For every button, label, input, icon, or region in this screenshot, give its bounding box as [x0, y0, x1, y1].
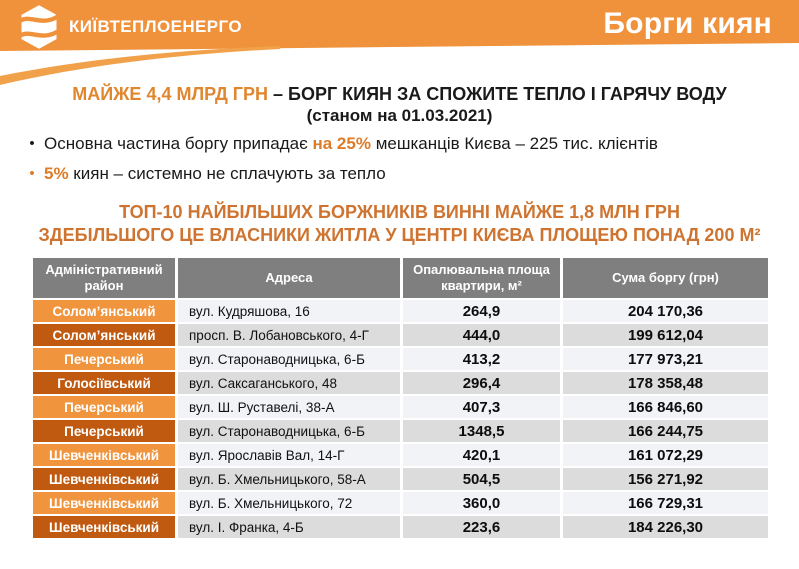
date-note: (станом на 01.03.2021)	[306, 106, 493, 125]
district-cell: Печерський	[33, 348, 175, 370]
main-headline: МАЙЖЕ 4,4 МЛРД ГРН – БОРГ КИЯН ЗА СПОЖИТ…	[0, 83, 799, 106]
headline-rest: – БОРГ КИЯН ЗА СПОЖИТЕ ТЕПЛО І ГАРЯЧУ ВО…	[268, 84, 727, 104]
district-cell: Шевченківський	[33, 444, 175, 466]
brand-name: КИЇВТЕПЛОЕНЕРГО	[69, 17, 242, 36]
area-cell: 296,4	[403, 372, 560, 394]
area-cell: 420,1	[403, 444, 560, 466]
debt-cell: 178 358,48	[563, 372, 768, 394]
bullet-text-highlight: на 25%	[312, 134, 371, 153]
bullet-text-pre: Основна частина боргу припадає	[44, 134, 313, 153]
debt-cell: 199 612,04	[563, 324, 768, 346]
area-cell: 360,0	[403, 492, 560, 514]
debt-cell: 156 271,92	[563, 468, 768, 490]
column-header-address: Адреса	[178, 258, 400, 298]
district-cell: Печерський	[33, 420, 175, 442]
debt-cell: 184 226,30	[563, 516, 768, 538]
debt-cell: 177 973,21	[563, 348, 768, 370]
bullet-marker: •	[29, 135, 35, 152]
area-cell: 444,0	[403, 324, 560, 346]
bullet-list: • Основна частина боргу припадає на 25% …	[20, 133, 783, 193]
bullet-text-post: киян – системно не сплачують за тепло	[68, 164, 386, 184]
area-cell: 407,3	[403, 396, 560, 418]
debt-cell: 161 072,29	[563, 444, 768, 466]
district-cell: Шевченківський	[33, 516, 175, 538]
column-header-district: Адміністративний район	[33, 258, 175, 298]
address-cell: вул. Старонаводницька, 6-Б	[178, 420, 400, 442]
address-cell: вул. Ш. Руставелі, 38-А	[178, 396, 400, 418]
area-cell: 504,5	[403, 468, 560, 490]
column-header-debt: Сума боргу (грн)	[563, 258, 768, 298]
brand-block: КИЇВТЕПЛОЕНЕРГО	[18, 4, 242, 50]
debt-cell: 166 846,60	[563, 396, 768, 418]
address-cell: вул. Б. Хмельницького, 72	[178, 492, 400, 514]
table-title-line1: ТОП-10 НАЙБІЛЬШИХ БОРЖНИКІВ ВИННІ МАЙЖЕ …	[119, 202, 680, 222]
column-header-area: Опалювальна площа квартири, м²	[403, 258, 560, 298]
table-title: ТОП-10 НАЙБІЛЬШИХ БОРЖНИКІВ ВИННІ МАЙЖЕ …	[0, 201, 799, 248]
bullet-text-highlight: 5%	[44, 164, 69, 184]
bullet-text: 5% киян – системно не сплачують за тепло	[44, 163, 386, 185]
debt-cell: 166 244,75	[563, 420, 768, 442]
area-cell: 1348,5	[403, 420, 560, 442]
district-cell: Печерський	[33, 396, 175, 418]
address-cell: вул. Старонаводницька, 6-Б	[178, 348, 400, 370]
area-cell: 223,6	[403, 516, 560, 538]
address-cell: вул. Кудряшова, 16	[178, 300, 400, 322]
table-title-line2: ЗДЕБІЛЬШОГО ЦЕ ВЛАСНИКИ ЖИТЛА У ЦЕНТРІ К…	[38, 225, 761, 246]
area-cell: 264,9	[403, 300, 560, 322]
bullet-item: • 5% киян – системно не сплачують за теп…	[20, 163, 783, 185]
bullet-text: Основна частина боргу припадає на 25% ме…	[44, 133, 658, 155]
district-cell: Шевченківський	[33, 468, 175, 490]
debtors-table: Адміністративний район Адреса Опалювальн…	[33, 258, 768, 538]
kyivteploenergo-waves-icon	[21, 5, 57, 49]
area-cell: 413,2	[403, 348, 560, 370]
address-cell: вул. Ярославів Вал, 14-Г	[178, 444, 400, 466]
debt-cell: 204 170,36	[563, 300, 768, 322]
address-cell: вул. Б. Хмельницького, 58-А	[178, 468, 400, 490]
headline-highlight: МАЙЖЕ 4,4 МЛРД ГРН	[72, 84, 268, 104]
district-cell: Солом’янський	[33, 300, 175, 322]
bullet-text-post: мешканців Києва – 225 тис. клієнтів	[370, 134, 658, 153]
address-cell: вул. Саксаганського, 48	[178, 372, 400, 394]
address-cell: просп. В. Лобановського, 4-Г	[178, 324, 400, 346]
district-cell: Солом’янський	[33, 324, 175, 346]
bullet-marker: •	[29, 165, 35, 183]
page-title: Борги киян	[603, 7, 772, 40]
bullet-item: • Основна частина боргу припадає на 25% …	[20, 133, 783, 155]
district-cell: Шевченківський	[33, 492, 175, 514]
district-cell: Голосіївський	[33, 372, 175, 394]
debt-cell: 166 729,31	[563, 492, 768, 514]
address-cell: вул. І. Франка, 4-Б	[178, 516, 400, 538]
